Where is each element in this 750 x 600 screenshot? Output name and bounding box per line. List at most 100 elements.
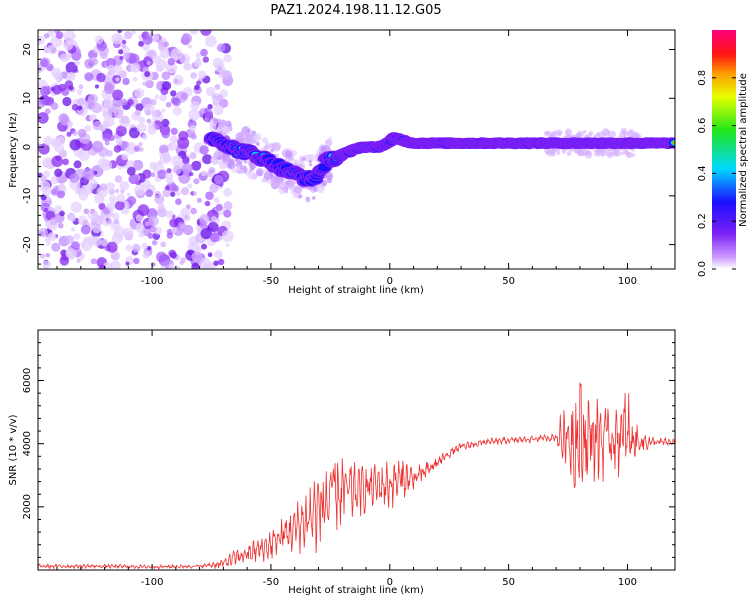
x-tick-label: -50	[263, 276, 279, 287]
noise-blob	[120, 98, 128, 106]
noise-blob	[102, 132, 112, 142]
noise-blob	[303, 154, 307, 159]
noise-blob	[154, 124, 160, 130]
noise-blob	[262, 137, 268, 144]
noise-blob	[141, 133, 148, 140]
noise-blob	[43, 33, 50, 39]
noise-blob	[76, 89, 83, 95]
noise-blob	[181, 187, 189, 196]
noise-blob	[132, 76, 138, 82]
noise-blob	[119, 115, 131, 128]
noise-blob	[138, 231, 145, 238]
noise-blob	[44, 108, 51, 115]
noise-blob	[51, 67, 62, 79]
noise-blob	[305, 198, 311, 203]
chart-title: PAZ1.2024.198.11.12.G05	[270, 3, 441, 18]
noise-blob	[145, 189, 154, 198]
noise-blob	[70, 201, 82, 213]
noise-blob	[128, 127, 140, 139]
noise-blob	[204, 117, 210, 123]
noise-blob	[69, 139, 81, 151]
noise-blob	[109, 70, 115, 76]
noise-blob	[63, 30, 75, 42]
noise-blob	[99, 183, 108, 191]
colorbar-tick-label: 0.8	[697, 70, 708, 86]
noise-blob	[115, 125, 127, 137]
noise-blob	[150, 33, 160, 42]
noise-blob	[66, 71, 76, 81]
noise-blob	[39, 86, 51, 97]
noise-blob	[158, 203, 165, 210]
noise-blob	[149, 161, 157, 170]
noise-blob	[55, 31, 64, 39]
noise-blob	[161, 130, 170, 139]
noise-blob	[121, 140, 129, 149]
noise-blob	[125, 244, 133, 252]
noise-blob	[113, 108, 124, 119]
noise-blob	[95, 35, 104, 45]
noise-blob	[58, 183, 66, 192]
noise-blob	[102, 207, 110, 215]
noise-blob	[189, 152, 197, 160]
noise-blob	[151, 54, 162, 64]
noise-blob	[184, 214, 189, 220]
noise-blob	[270, 148, 275, 153]
y-tick-label: 2000	[22, 494, 33, 519]
noise-blob	[73, 233, 81, 240]
snr-x-label: Height of straight line (km)	[288, 585, 424, 596]
noise-blob	[213, 105, 224, 116]
noise-blob	[210, 216, 217, 223]
noise-blob	[103, 98, 114, 108]
noise-blob	[168, 141, 178, 151]
noise-blob	[308, 163, 313, 167]
noise-blob	[78, 191, 89, 201]
noise-blob	[297, 193, 303, 199]
noise-blob	[134, 184, 146, 196]
halo-blob	[620, 151, 625, 156]
noise-blob	[205, 191, 214, 200]
noise-blob	[161, 118, 170, 127]
noise-blob	[69, 214, 76, 222]
noise-blob	[96, 220, 101, 225]
noise-blob	[238, 160, 243, 165]
noise-blob	[54, 205, 63, 214]
noise-blob	[134, 109, 141, 116]
noise-blob	[123, 227, 134, 238]
noise-blob	[112, 89, 124, 101]
noise-blob	[87, 235, 97, 246]
noise-blob	[146, 60, 151, 66]
noise-blob	[165, 101, 172, 108]
noise-blob	[131, 30, 137, 35]
noise-blob	[172, 106, 182, 116]
noise-blob	[284, 156, 291, 163]
noise-blob	[190, 133, 197, 140]
noise-blob	[138, 40, 144, 47]
noise-blob	[121, 39, 127, 45]
noise-blob	[142, 251, 150, 259]
noise-blob	[142, 169, 152, 179]
noise-blob	[62, 96, 72, 107]
noise-blob	[102, 110, 113, 120]
noise-blob	[148, 121, 156, 129]
noise-blob	[142, 35, 153, 45]
noise-blob	[113, 65, 123, 75]
colorbar-tick-label: 0.6	[697, 118, 708, 134]
noise-blob	[76, 259, 81, 263]
noise-blob	[69, 173, 80, 184]
noise-blob	[175, 198, 182, 205]
noise-blob	[38, 112, 49, 124]
snr-y-label: SNR (10 * v/v)	[8, 414, 19, 485]
noise-blob	[180, 257, 187, 263]
noise-blob	[160, 241, 167, 248]
noise-blob	[191, 262, 200, 269]
noise-blob	[202, 262, 212, 269]
noise-blob	[272, 142, 281, 151]
noise-blob	[201, 243, 207, 250]
noise-blob	[170, 191, 176, 197]
noise-blob	[71, 241, 80, 251]
colorbar-tick-label: 0.2	[697, 213, 708, 229]
noise-blob	[62, 158, 69, 166]
noise-blob	[194, 84, 200, 91]
noise-blob	[142, 81, 147, 86]
noise-blob	[223, 187, 232, 197]
